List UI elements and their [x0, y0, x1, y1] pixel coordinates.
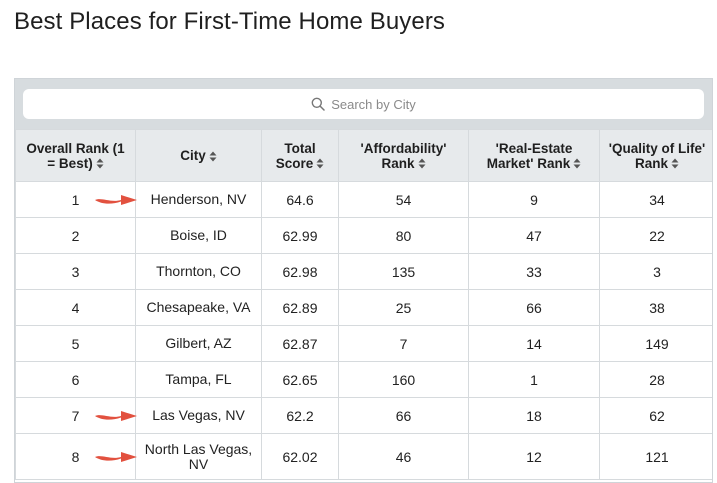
affordability-rank-cell: 7 [338, 325, 469, 362]
table-row: 1 Henderson, NV 64.6 54 9 34 [15, 181, 712, 218]
column-header-total-score[interactable]: Total Score [261, 129, 339, 182]
column-header-label: 'Real-Estate Market' Rank [486, 140, 573, 171]
table-row: 2 Boise, ID 62.99 80 47 22 [15, 217, 712, 254]
column-header-label: 'Affordability' Rank [360, 140, 447, 171]
rank-value: 8 [71, 448, 80, 465]
quality-of-life-rank-cell: 62 [599, 397, 712, 434]
market-rank-cell: 18 [468, 397, 600, 434]
rank-value: 4 [71, 299, 80, 316]
column-header-real-estate-market-rank[interactable]: 'Real-Estate Market' Rank [468, 129, 600, 182]
table-row: 5 Gilbert, AZ 62.87 7 14 149 [15, 325, 712, 362]
affordability-rank-cell: 135 [338, 253, 469, 290]
table-row: 7 Las Vegas, NV 62.2 66 18 62 [15, 397, 712, 434]
city-cell: Las Vegas, NV [135, 397, 262, 434]
table-header-row: Overall Rank (1 = Best) City Total Score… [15, 129, 712, 182]
ranking-table: Overall Rank (1 = Best) City Total Score… [15, 129, 712, 480]
arrow-icon [95, 451, 137, 462]
city-cell: Thornton, CO [135, 253, 262, 290]
arrow-icon [95, 410, 137, 421]
page-title: Best Places for First-Time Home Buyers [14, 8, 446, 35]
market-rank-cell: 1 [468, 361, 600, 398]
rank-cell: 2 [15, 217, 136, 254]
search-box[interactable]: Search by City [23, 89, 704, 119]
quality-of-life-rank-cell: 121 [599, 433, 712, 480]
affordability-rank-cell: 80 [338, 217, 469, 254]
rank-value: 1 [71, 191, 80, 208]
sort-icon [209, 151, 217, 162]
column-header-affordability-rank[interactable]: 'Affordability' Rank [338, 129, 469, 182]
rank-cell: 1 [15, 181, 137, 218]
rank-cell: 5 [15, 325, 136, 362]
rank-cell: 8 [15, 433, 137, 480]
quality-of-life-rank-cell: 28 [599, 361, 712, 398]
column-header-label: Overall Rank (1 = Best) [26, 140, 125, 171]
column-header-label: 'Quality of Life' Rank [608, 140, 706, 171]
affordability-rank-cell: 25 [338, 289, 469, 326]
quality-of-life-rank-cell: 149 [599, 325, 712, 362]
total-score-cell: 62.87 [261, 325, 339, 362]
search-input[interactable]: Search by City [331, 96, 416, 112]
market-rank-cell: 47 [468, 217, 600, 254]
arrow-icon [95, 194, 137, 205]
total-score-cell: 62.02 [261, 433, 339, 480]
table-row: 6 Tampa, FL 62.65 160 1 28 [15, 361, 712, 398]
table-body: 1 Henderson, NV 64.6 54 9 34 2 Boise, ID 62.99 80… [15, 181, 712, 480]
total-score-cell: 62.2 [261, 397, 339, 434]
city-cell: Gilbert, AZ [135, 325, 262, 362]
sort-icon [316, 158, 324, 169]
column-header-label: Total Score [275, 140, 316, 171]
affordability-rank-cell: 46 [338, 433, 469, 480]
table-row: 3 Thornton, CO 62.98 135 33 3 [15, 253, 712, 290]
affordability-rank-cell: 160 [338, 361, 469, 398]
rank-value: 3 [71, 263, 80, 280]
affordability-rank-cell: 54 [338, 181, 469, 218]
total-score-cell: 62.89 [261, 289, 339, 326]
sort-icon [418, 158, 426, 169]
total-score-cell: 64.6 [261, 181, 339, 218]
city-cell: Tampa, FL [135, 361, 262, 398]
rank-value: 6 [71, 371, 80, 388]
column-header-overall-rank[interactable]: Overall Rank (1 = Best) [15, 129, 136, 182]
rank-value: 7 [71, 407, 80, 424]
total-score-cell: 62.98 [261, 253, 339, 290]
quality-of-life-rank-cell: 22 [599, 217, 712, 254]
market-rank-cell: 66 [468, 289, 600, 326]
total-score-cell: 62.65 [261, 361, 339, 398]
market-rank-cell: 33 [468, 253, 600, 290]
quality-of-life-rank-cell: 3 [599, 253, 712, 290]
market-rank-cell: 14 [468, 325, 600, 362]
search-bar: Search by City [15, 79, 712, 129]
market-rank-cell: 12 [468, 433, 600, 480]
city-cell: Chesapeake, VA [135, 289, 262, 326]
rank-cell: 4 [15, 289, 136, 326]
quality-of-life-rank-cell: 38 [599, 289, 712, 326]
rank-value: 2 [71, 227, 80, 244]
city-cell: Boise, ID [135, 217, 262, 254]
sort-icon [573, 158, 581, 169]
sort-icon [96, 158, 104, 169]
city-cell: North Las Vegas, NV [135, 433, 262, 480]
quality-of-life-rank-cell: 34 [599, 181, 712, 218]
rank-cell: 7 [15, 397, 137, 434]
column-header-city[interactable]: City [135, 129, 262, 182]
column-header-label: City [180, 148, 206, 163]
market-rank-cell: 9 [468, 181, 600, 218]
column-header-quality-of-life-rank[interactable]: 'Quality of Life' Rank [599, 129, 712, 182]
table-row: 4 Chesapeake, VA 62.89 25 66 38 [15, 289, 712, 326]
rank-cell: 6 [15, 361, 136, 398]
search-icon [311, 97, 325, 111]
table-row: 8 North Las Vegas, NV 62.02 46 12 121 [15, 433, 712, 480]
total-score-cell: 62.99 [261, 217, 339, 254]
rank-cell: 3 [15, 253, 136, 290]
affordability-rank-cell: 66 [338, 397, 469, 434]
rank-value: 5 [71, 335, 80, 352]
ranking-table-container: Search by City Overall Rank (1 = Best) C… [14, 78, 713, 483]
city-cell: Henderson, NV [135, 181, 262, 218]
sort-icon [671, 158, 679, 169]
